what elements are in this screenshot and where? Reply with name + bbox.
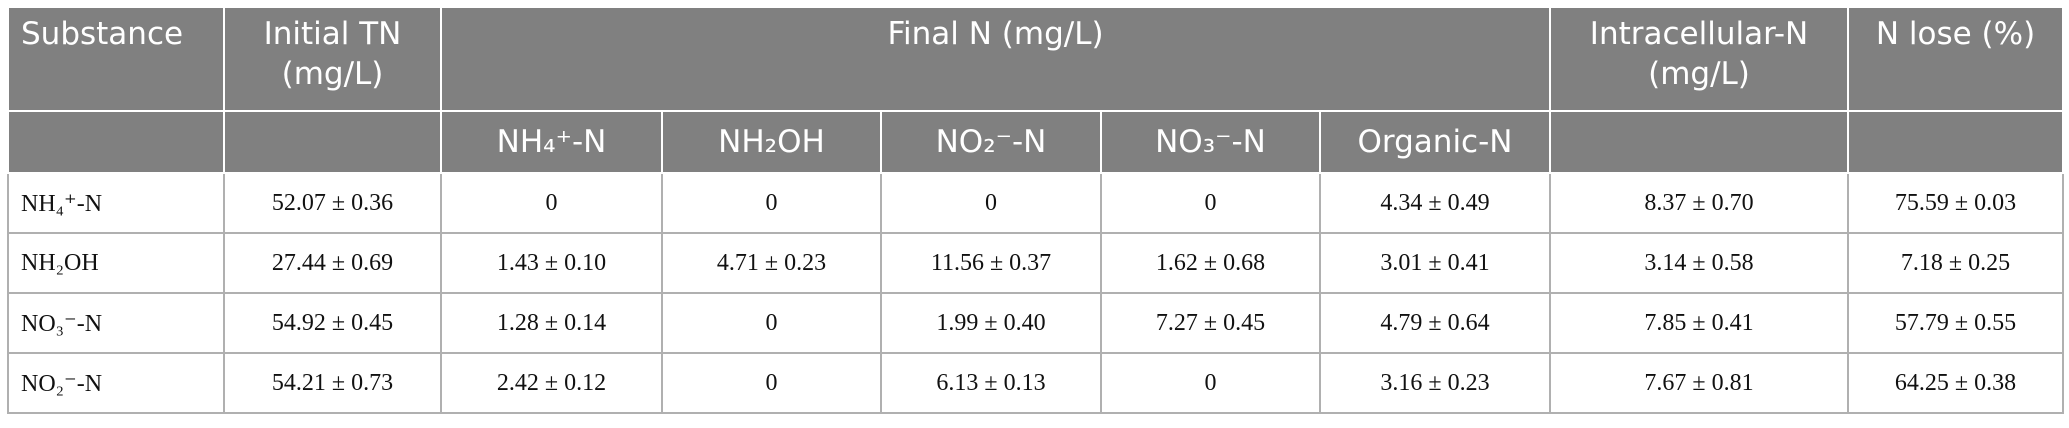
body-cell: NO₂⁻-N xyxy=(7,352,225,414)
body-cell: 6.13 ± 0.13 xyxy=(880,352,1102,414)
body-cell: 0 xyxy=(1100,352,1321,414)
empty-header-cell xyxy=(1847,110,2065,174)
body-cell: 52.07 ± 0.36 xyxy=(223,172,442,234)
data-table: Substance Initial TN (mg/L) Final N (mg/L)… xyxy=(7,6,2065,414)
body-cell: 1.99 ± 0.40 xyxy=(880,292,1102,354)
body-cell: 11.56 ± 0.37 xyxy=(880,232,1102,294)
subheader-cell: NH₄⁺-N xyxy=(440,110,663,174)
body-row: NO₃⁻-N 54.92 ± 0.45 1.28 ± 0.14 0 1.99 ± 0.4… xyxy=(7,292,2065,354)
body-cell: 0 xyxy=(661,352,882,414)
body-cell: 54.92 ± 0.45 xyxy=(223,292,442,354)
header-cell: N lose (%) xyxy=(1847,6,2065,112)
body-cell: 1.62 ± 0.68 xyxy=(1100,232,1321,294)
body-cell: 8.37 ± 0.70 xyxy=(1549,172,1850,234)
body-cell: 54.21 ± 0.73 xyxy=(223,352,442,414)
subheader-cell: Organic-N xyxy=(1318,110,1552,174)
table-wrap: Substance Initial TN (mg/L) Final N (mg/L)… xyxy=(7,6,2065,414)
subheader-row: NH₄⁺-N NH₂OH NO₂⁻-N NO₃⁻-N Organic-N xyxy=(7,110,2065,174)
header-cell: Initial TN (mg/L) xyxy=(223,6,442,112)
body-cell: 4.34 ± 0.49 xyxy=(1318,172,1552,234)
empty-header-cell xyxy=(1549,110,1850,174)
body-cell: 0 xyxy=(440,172,663,234)
empty-header-cell xyxy=(7,110,225,174)
body-cell: 0 xyxy=(661,292,882,354)
subheader-cell: NO₂⁻-N xyxy=(880,110,1102,174)
body-cell: 57.79 ± 0.55 xyxy=(1847,292,2065,354)
subheader-cell: NH₂OH xyxy=(661,110,882,174)
body-cell: NH₂OH xyxy=(7,232,225,294)
body-cell: 0 xyxy=(1100,172,1321,234)
body-cell: 0 xyxy=(880,172,1102,234)
body-cell: 75.59 ± 0.03 xyxy=(1847,172,2065,234)
body-cell: 4.71 ± 0.23 xyxy=(661,232,882,294)
body-cell: 1.43 ± 0.10 xyxy=(440,232,663,294)
body-cell: 3.16 ± 0.23 xyxy=(1318,352,1552,414)
body-cell: 7.67 ± 0.81 xyxy=(1549,352,1850,414)
body-cell: 4.79 ± 0.64 xyxy=(1318,292,1552,354)
body-cell: 7.27 ± 0.45 xyxy=(1100,292,1321,354)
body-cell: 2.42 ± 0.12 xyxy=(440,352,663,414)
body-cell: NO₃⁻-N xyxy=(7,292,225,354)
body-row: NO₂⁻-N 54.21 ± 0.73 2.42 ± 0.12 0 6.13 ± 0.1… xyxy=(7,352,2065,414)
body-cell: NH₄⁺-N xyxy=(7,172,225,234)
body-cell: 1.28 ± 0.14 xyxy=(440,292,663,354)
body-row: NH₂OH 27.44 ± 0.69 1.43 ± 0.10 4.71 ± 0.23 1… xyxy=(7,232,2065,294)
body-cell: 7.18 ± 0.25 xyxy=(1847,232,2065,294)
body-cell: 7.85 ± 0.41 xyxy=(1549,292,1850,354)
body-cell: 27.44 ± 0.69 xyxy=(223,232,442,294)
subheader-cell: NO₃⁻-N xyxy=(1100,110,1321,174)
table-body: NH₄⁺-N 52.07 ± 0.36 0 0 0 0 4.34 ± 0.49 8.37 ± … xyxy=(7,172,2065,414)
body-cell: 3.01 ± 0.41 xyxy=(1318,232,1552,294)
body-cell: 64.25 ± 0.38 xyxy=(1847,352,2065,414)
body-cell: 3.14 ± 0.58 xyxy=(1549,232,1850,294)
header-cell: Intracellular-N (mg/L) xyxy=(1549,6,1850,112)
header-row: Substance Initial TN (mg/L) Final N (mg/L)… xyxy=(7,6,2065,112)
header-cell: Final N (mg/L) xyxy=(439,6,1552,112)
body-row: NH₄⁺-N 52.07 ± 0.36 0 0 0 0 4.34 ± 0.49 8.37 ± … xyxy=(7,172,2065,234)
empty-header-cell xyxy=(223,110,442,174)
body-cell: 0 xyxy=(661,172,882,234)
table-header: Substance Initial TN (mg/L) Final N (mg/L)… xyxy=(7,6,2065,174)
header-cell: Substance xyxy=(7,6,225,112)
